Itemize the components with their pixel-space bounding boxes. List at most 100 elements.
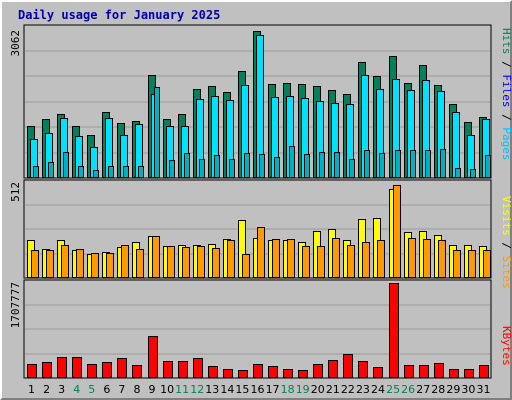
bar-sites-day-5 [91, 253, 99, 278]
bar-sites-day-22 [347, 245, 355, 278]
x-tick-day-30: 30 [461, 383, 475, 396]
x-tick-day-3: 3 [58, 383, 65, 396]
bar-sites-day-3 [61, 245, 69, 278]
bar-kbytes-day-13 [208, 366, 218, 378]
bar-kbytes-day-12 [193, 358, 203, 378]
bar-pages-day-18 [289, 146, 295, 178]
bar-sites-day-11 [182, 247, 190, 278]
bar-pages-day-24 [379, 153, 385, 178]
bar-sites-day-15 [242, 254, 250, 278]
x-tick-day-14: 14 [220, 383, 234, 396]
legend-hits: Hits [500, 28, 512, 55]
bar-sites-day-9 [152, 236, 160, 278]
legend-kbytes: KBytes [500, 326, 512, 366]
bar-pages-day-10 [169, 160, 175, 178]
x-tick-day-12: 12 [190, 383, 204, 396]
bar-sites-day-29 [453, 250, 461, 278]
bar-sites-day-19 [302, 246, 310, 278]
bar-sites-day-18 [287, 239, 295, 278]
bar-pages-day-7 [123, 166, 129, 178]
bar-kbytes-day-18 [283, 369, 293, 378]
x-tick-day-2: 2 [43, 383, 50, 396]
bar-sites-day-6 [106, 253, 114, 278]
x-tick-day-19: 19 [296, 383, 310, 396]
bar-sites-day-28 [438, 240, 446, 278]
bar-sites-day-10 [167, 246, 175, 278]
bar-sites-day-8 [136, 249, 144, 278]
bar-kbytes-day-19 [298, 370, 308, 378]
bar-kbytes-day-15 [238, 370, 248, 378]
x-tick-day-15: 15 [235, 383, 249, 396]
bar-sites-day-4 [76, 249, 84, 278]
bar-pages-day-17 [274, 157, 280, 178]
bar-kbytes-day-28 [434, 363, 444, 378]
bar-pages-day-12 [199, 159, 205, 178]
bar-kbytes-day-1 [27, 364, 37, 378]
x-tick-day-23: 23 [356, 383, 370, 396]
bar-sites-day-12 [197, 246, 205, 278]
bar-sites-day-26 [408, 238, 416, 278]
bar-kbytes-day-24 [373, 367, 383, 378]
bar-sites-day-17 [272, 239, 280, 278]
bar-pages-day-8 [138, 166, 144, 178]
x-tick-day-29: 29 [446, 383, 460, 396]
bar-sites-day-20 [317, 246, 325, 278]
bar-kbytes-day-4 [72, 357, 82, 378]
bar-sites-day-13 [212, 248, 220, 278]
bar-pages-day-11 [184, 153, 190, 178]
bar-sites-day-25 [393, 185, 401, 278]
legend-hits-files-pages: Hits / Files / Pages [500, 28, 512, 161]
legend-pages: Pages [500, 127, 512, 160]
bar-pages-day-26 [410, 150, 416, 178]
bar-pages-day-16 [259, 154, 265, 178]
bar-kbytes-day-5 [87, 364, 97, 378]
x-tick-day-17: 17 [266, 383, 280, 396]
bar-sites-day-30 [468, 250, 476, 278]
bar-kbytes-day-14 [223, 369, 233, 378]
bar-pages-day-25 [395, 150, 401, 178]
visits-sites-ymax: 512 [9, 182, 22, 202]
x-tick-day-1: 1 [28, 383, 35, 396]
bar-sites-day-27 [423, 239, 431, 278]
x-tick-day-4: 4 [73, 383, 80, 396]
bar-pages-day-21 [334, 152, 340, 178]
bar-kbytes-day-21 [328, 360, 338, 378]
bar-pages-day-5 [93, 170, 99, 178]
bar-pages-day-23 [364, 150, 370, 178]
x-tick-day-8: 8 [133, 383, 140, 396]
bar-pages-day-2 [48, 162, 54, 178]
bar-sites-day-7 [121, 245, 129, 278]
legend-visits-sites: Visits / Sites [500, 196, 512, 289]
x-tick-day-9: 9 [149, 383, 156, 396]
bar-pages-day-9 [154, 87, 160, 178]
chart-title: Daily usage for January 2025 [18, 8, 221, 22]
bar-pages-day-6 [108, 166, 114, 178]
bar-kbytes-day-9 [148, 336, 158, 378]
x-tick-day-31: 31 [476, 383, 490, 396]
hits-files-pages-ymax: 3062 [9, 30, 22, 57]
bar-kbytes-day-26 [404, 365, 414, 378]
x-tick-day-24: 24 [371, 383, 385, 396]
x-tick-day-20: 20 [311, 383, 325, 396]
x-tick-day-27: 27 [416, 383, 430, 396]
bar-kbytes-day-11 [178, 361, 188, 378]
bar-pages-day-28 [440, 149, 446, 178]
bar-pages-day-27 [425, 150, 431, 178]
bar-kbytes-day-2 [42, 362, 52, 378]
bar-pages-day-15 [244, 153, 250, 178]
bar-pages-day-3 [63, 152, 69, 178]
bar-pages-day-31 [485, 155, 491, 178]
bar-pages-day-14 [229, 159, 235, 178]
bar-kbytes-day-6 [102, 362, 112, 378]
x-tick-day-13: 13 [205, 383, 219, 396]
x-tick-day-5: 5 [88, 383, 95, 396]
bar-sites-day-2 [46, 250, 54, 278]
bar-pages-day-20 [319, 152, 325, 178]
bar-sites-day-16 [257, 227, 265, 278]
bar-kbytes-day-29 [449, 369, 459, 378]
bar-sites-day-14 [227, 240, 235, 278]
bar-sites-day-31 [483, 250, 491, 278]
bar-sites-day-1 [31, 250, 39, 278]
legend-files: Files [500, 74, 512, 107]
bar-kbytes-day-10 [163, 361, 173, 378]
